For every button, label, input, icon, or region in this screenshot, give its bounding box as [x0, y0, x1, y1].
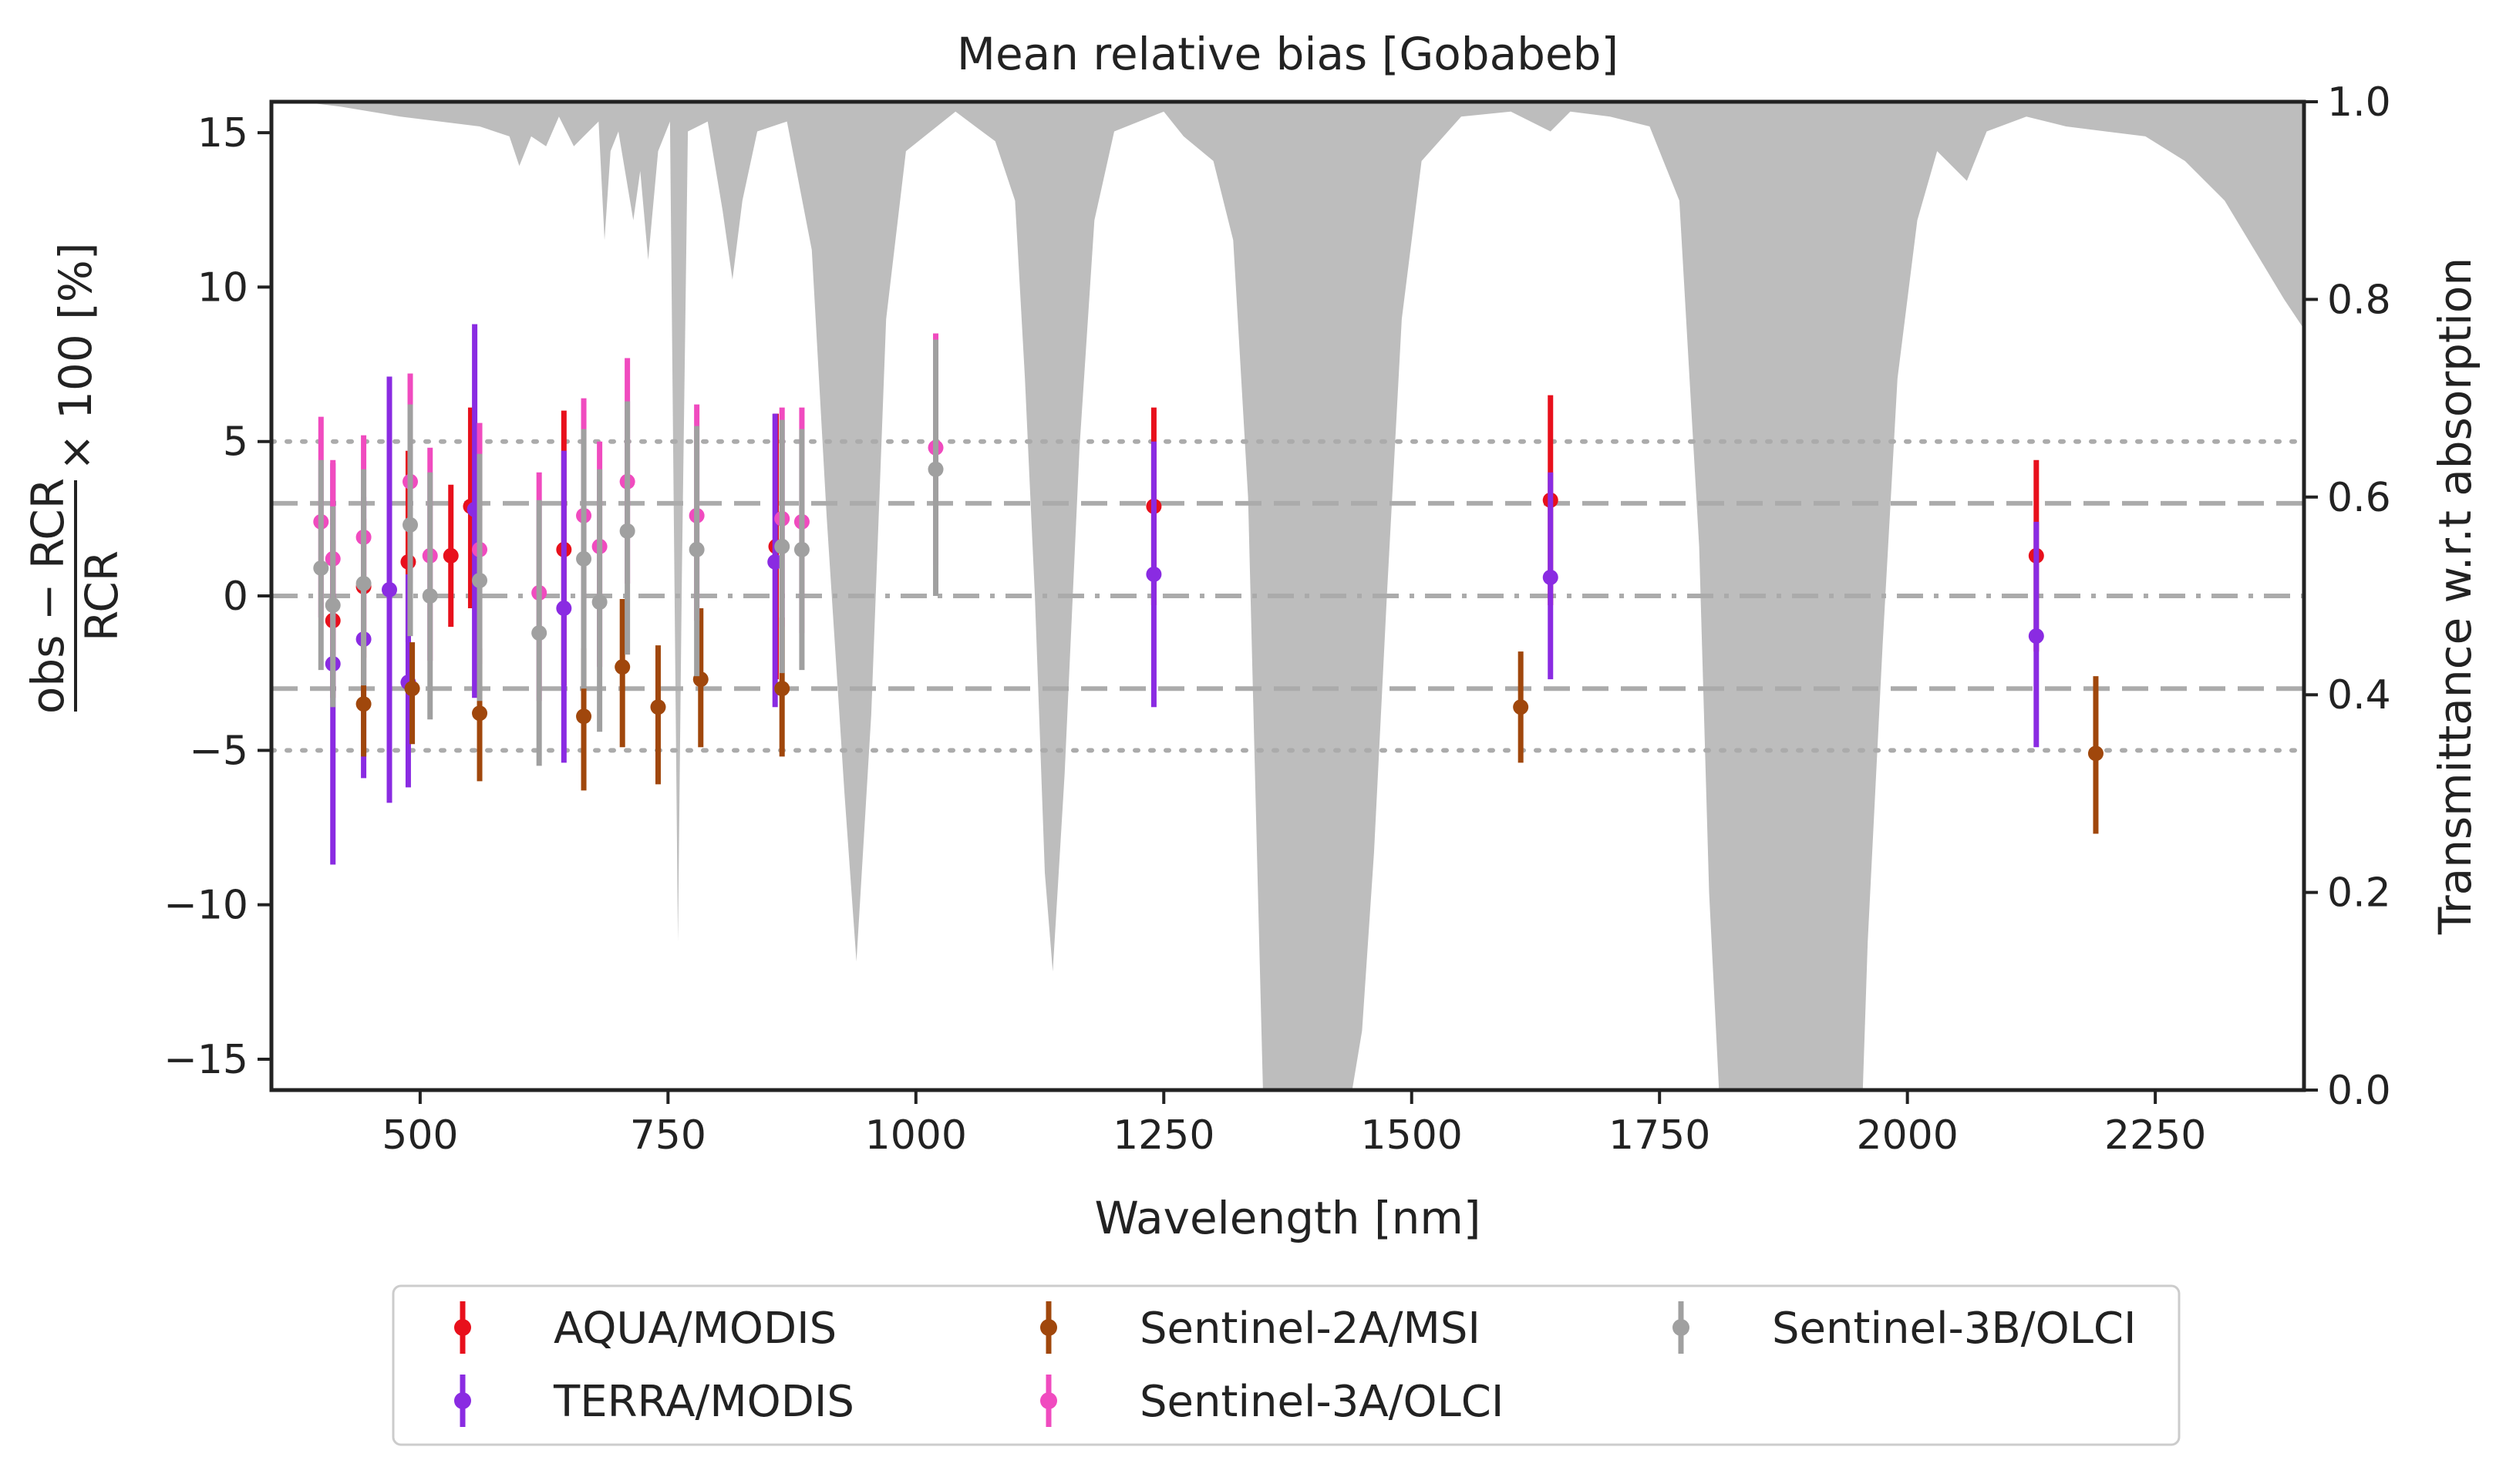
y2-tick-label: 0.2: [2327, 870, 2391, 917]
x-tick-label: 1000: [865, 1112, 967, 1159]
y2-tick-label: 0.8: [2327, 277, 2391, 323]
data-point: [1146, 566, 1162, 582]
x-tick-label: 750: [630, 1112, 706, 1159]
legend-label: Sentinel-2A/MSI: [1140, 1304, 1480, 1354]
y-tick-label: 15: [197, 110, 248, 156]
x-tick-label: 2250: [2104, 1112, 2206, 1159]
data-point: [928, 461, 944, 477]
legend-entry: TERRA/MODIS: [454, 1375, 854, 1427]
legend-entry: Sentinel-2A/MSI: [1040, 1301, 1480, 1354]
y-tick-label: −15: [163, 1037, 248, 1083]
legend-label: Sentinel-3B/OLCI: [1772, 1304, 2137, 1354]
x-tick-label: 1250: [1113, 1112, 1214, 1159]
data-point: [576, 550, 592, 567]
chart-title: Mean relative bias [Gobabeb]: [957, 28, 1619, 80]
data-point: [382, 581, 398, 597]
legend-entry: Sentinel-3B/OLCI: [1672, 1301, 2137, 1354]
y2-axis-label: Transmittance w.r.t absorption: [2429, 257, 2481, 935]
y-tick-label: 0: [223, 574, 248, 620]
y2-tick-label: 1.0: [2327, 79, 2391, 126]
data-point: [1513, 699, 1529, 715]
x-tick-label: 500: [382, 1112, 458, 1159]
data-point: [2087, 745, 2104, 762]
legend-marker-dot: [1040, 1319, 1057, 1336]
y-label-suffix: × 100 [%]: [49, 242, 102, 471]
data-point: [422, 588, 438, 604]
legend: AQUA/MODIS TERRA/MODIS Sentinel-2A/MSI Sent…: [392, 1284, 2181, 1446]
data-point: [325, 597, 341, 614]
data-point: [403, 517, 419, 533]
data-point: [556, 601, 572, 617]
data-series: [313, 324, 2104, 865]
y-tick-label: 10: [197, 264, 248, 311]
data-point: [650, 699, 666, 715]
legend-marker-dot: [454, 1392, 471, 1409]
y-tick-label: 5: [223, 419, 248, 466]
data-point: [774, 681, 790, 697]
y-tick-label: −10: [163, 883, 248, 929]
data-point: [472, 572, 488, 588]
reference-lines: [271, 439, 2304, 753]
y-axis-label: obs − RCR RCR × 100 [%]: [22, 242, 128, 714]
y2-tick-label: 0.4: [2327, 672, 2391, 718]
y-label-numerator: obs − RCR: [22, 478, 74, 714]
data-point: [1542, 569, 1558, 585]
data-point: [576, 708, 592, 725]
legend-entry: Sentinel-3A/OLCI: [1040, 1375, 1504, 1427]
data-point: [615, 659, 631, 675]
plot-area: [269, 99, 2306, 1092]
legend-marker-dot: [1040, 1392, 1057, 1409]
legend-entries: AQUA/MODIS TERRA/MODIS Sentinel-2A/MSI Sent…: [454, 1301, 2137, 1427]
data-point: [443, 547, 459, 564]
data-point: [619, 523, 635, 539]
legend-label: TERRA/MODIS: [553, 1377, 854, 1427]
data-point: [793, 541, 810, 557]
y2-axis-ticks: 1.0 0.8 0.6 0.4 0.2 0.0: [2304, 79, 2391, 1114]
x-tick-label: 2000: [1856, 1112, 1958, 1159]
y-tick-label: −5: [189, 728, 248, 774]
legend-marker-dot: [1672, 1319, 1689, 1336]
data-point: [355, 696, 372, 712]
y-axis-ticks: 15 10 5 0 −5 −10 −15: [163, 110, 271, 1083]
data-point: [2028, 628, 2044, 644]
data-point: [689, 541, 705, 557]
x-axis-ticks: 500 750 1000 1250 1500 1750 2000 2250: [382, 1090, 2206, 1159]
legend-marker-dot: [454, 1319, 471, 1336]
data-point: [774, 538, 790, 554]
legend-label: Sentinel-3A/OLCI: [1140, 1377, 1504, 1427]
data-point: [767, 554, 783, 570]
data-point: [591, 594, 608, 611]
data-point: [404, 681, 420, 697]
x-tick-label: 1750: [1608, 1112, 1710, 1159]
data-point: [531, 625, 547, 641]
y-label-denominator: RCR: [76, 550, 128, 641]
legend-frame: [392, 1284, 2181, 1446]
x-tick-label: 1500: [1361, 1112, 1463, 1159]
y2-tick-label: 0.0: [2327, 1068, 2391, 1114]
data-point: [313, 560, 329, 576]
legend-entry: AQUA/MODIS: [454, 1301, 837, 1354]
legend-label: AQUA/MODIS: [554, 1304, 837, 1354]
data-point: [355, 575, 372, 591]
x-axis-label: Wavelength [nm]: [1094, 1192, 1480, 1244]
y2-tick-label: 0.6: [2327, 475, 2391, 521]
series-sentinel-3b-olci: [313, 339, 944, 766]
data-point: [472, 705, 488, 722]
